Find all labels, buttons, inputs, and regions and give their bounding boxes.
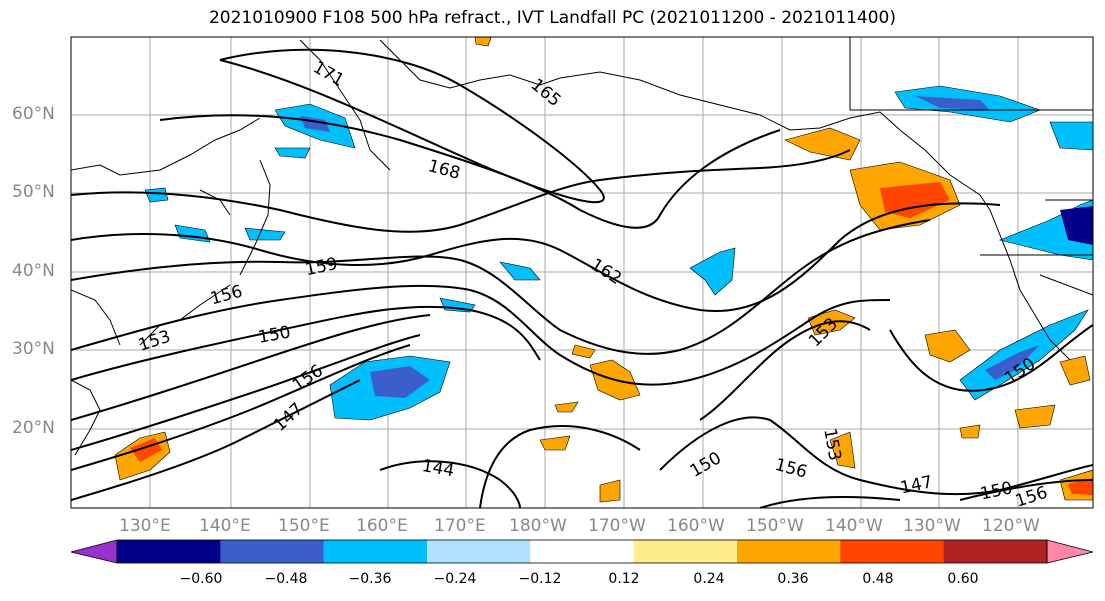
lon-label: 170°W bbox=[588, 516, 646, 536]
colorbar-tick-label: 0.60 bbox=[947, 571, 979, 587]
colorbar-tick-label: 0.24 bbox=[693, 571, 725, 587]
map-title: 2021010900 F108 500 hPa refract., IVT La… bbox=[208, 8, 896, 28]
colorbar-segment bbox=[737, 540, 841, 563]
colorbar-segment bbox=[530, 540, 635, 563]
colorbar bbox=[70, 539, 1094, 564]
colorbar-segment bbox=[943, 540, 1048, 563]
lon-label: 160°W bbox=[667, 516, 725, 536]
map-border bbox=[70, 36, 1094, 509]
lon-label: 180°W bbox=[509, 516, 567, 536]
lat-label-30n: 30°N bbox=[12, 339, 55, 359]
lon-label: 170°E bbox=[434, 516, 486, 536]
lat-label-20n: 20°N bbox=[12, 418, 55, 438]
lon-label: 140°W bbox=[825, 516, 883, 536]
colorbar-segment bbox=[220, 540, 325, 563]
lon-label: 120°W bbox=[982, 516, 1040, 536]
colorbar-tick-label: −0.24 bbox=[433, 571, 477, 587]
colorbar-tick-label: −0.36 bbox=[348, 571, 392, 587]
colorbar-segment bbox=[427, 540, 531, 563]
lon-label: 150°W bbox=[746, 516, 804, 536]
colorbar-tick-label: 0.48 bbox=[862, 571, 894, 587]
lon-label: 140°E bbox=[199, 516, 251, 536]
colorbar-segment bbox=[323, 540, 428, 563]
lon-label: 130°E bbox=[119, 516, 171, 536]
coastlines bbox=[71, 37, 1093, 456]
colorbar-extend-left bbox=[70, 539, 118, 564]
height-contours bbox=[71, 48, 1093, 508]
colorbar-tick-label: −0.60 bbox=[179, 571, 223, 587]
lat-label-50n: 50°N bbox=[12, 182, 55, 202]
lat-label-40n: 40°N bbox=[12, 261, 55, 281]
colorbar-segment bbox=[633, 540, 738, 563]
anomaly-fill-patches bbox=[114, 37, 1093, 503]
gridlines bbox=[71, 37, 1093, 508]
colorbar-tick-label: 0.12 bbox=[608, 571, 640, 587]
colorbar-segment bbox=[840, 540, 945, 563]
colorbar-tick-label: −0.48 bbox=[264, 571, 308, 587]
lon-label: 130°W bbox=[903, 516, 961, 536]
colorbar-segment bbox=[117, 540, 221, 563]
colorbar-extend-right bbox=[1046, 539, 1094, 564]
lon-label: 160°E bbox=[356, 516, 408, 536]
lon-label: 150°E bbox=[278, 516, 330, 536]
lat-label-60n: 60°N bbox=[12, 104, 55, 124]
colorbar-tick-label: 0.36 bbox=[777, 571, 809, 587]
colorbar-tick-label: −0.12 bbox=[518, 571, 562, 587]
